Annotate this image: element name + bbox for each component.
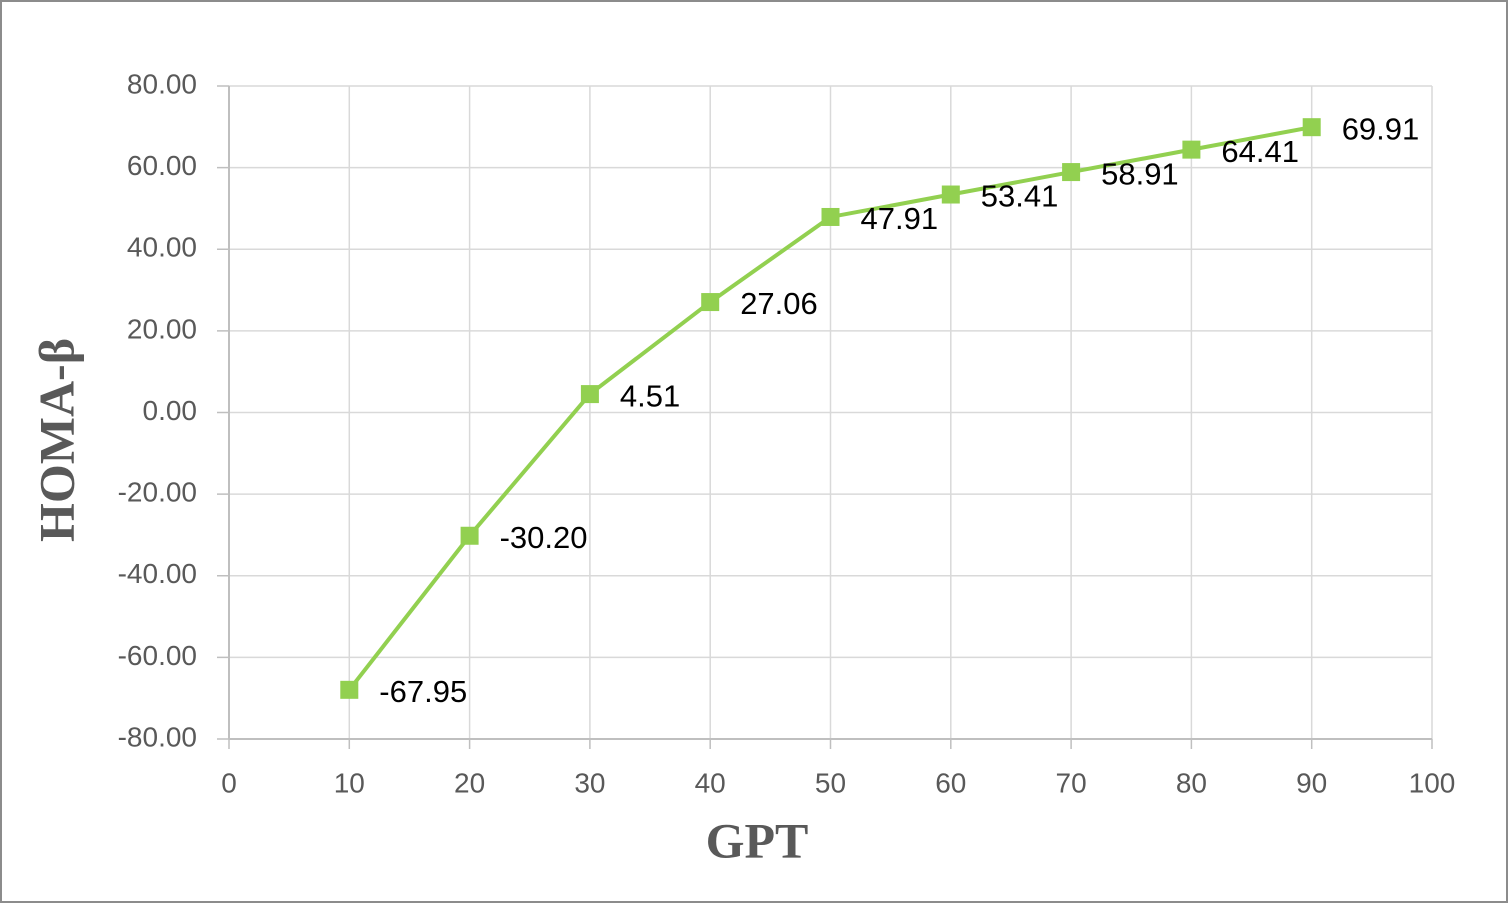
y-tick-label: 0.00	[143, 395, 198, 426]
y-tick-label: -60.00	[118, 640, 197, 671]
x-tick-label: 80	[1176, 767, 1207, 798]
y-tick-label: -40.00	[118, 558, 197, 589]
y-tick-label: 20.00	[127, 313, 197, 344]
y-axis-title: HOMA-β	[28, 338, 84, 542]
data-label: 58.91	[1101, 156, 1179, 191]
data-label: 27.06	[740, 286, 818, 321]
data-marker	[1062, 163, 1081, 182]
x-tick-label: 60	[935, 767, 966, 798]
data-marker	[1182, 140, 1201, 159]
data-marker	[580, 385, 599, 404]
data-label: 69.91	[1342, 111, 1420, 146]
x-tick-label: 100	[1409, 767, 1456, 798]
x-tick-label: 50	[815, 767, 846, 798]
data-marker	[460, 526, 479, 545]
data-label: -67.95	[379, 674, 467, 709]
data-marker	[701, 293, 720, 312]
y-tick-label: 80.00	[127, 68, 197, 99]
data-label: 64.41	[1221, 134, 1299, 169]
marks: -67.95 -30.20 4.51 27.06 47.91 53.41 58.91 64.4…	[340, 111, 1419, 709]
x-tick-label: 70	[1056, 767, 1087, 798]
data-marker	[1302, 118, 1321, 137]
y-tick-label: -80.00	[118, 721, 197, 752]
x-tick-label: 40	[695, 767, 726, 798]
data-marker	[821, 207, 840, 226]
x-tick-label: 10	[334, 767, 365, 798]
data-label: 53.41	[981, 179, 1059, 214]
grid: -80.00 -60.00 -40.00 -20.00 0.00 20.00 40.00 60…	[118, 68, 1456, 798]
data-marker	[340, 680, 359, 699]
x-tick-label: 20	[454, 767, 485, 798]
x-axis-title: GPT	[706, 812, 809, 868]
x-tick-label: 0	[221, 767, 237, 798]
y-tick-label: -20.00	[118, 477, 197, 508]
data-marker	[941, 185, 960, 204]
data-label: -30.20	[500, 520, 588, 555]
y-tick-label: 40.00	[127, 232, 197, 263]
data-label: 47.91	[861, 201, 939, 236]
y-tick-label: 60.00	[127, 150, 197, 181]
data-label: 4.51	[620, 378, 680, 413]
x-tick-label: 90	[1296, 767, 1327, 798]
x-tick-label: 30	[574, 767, 605, 798]
